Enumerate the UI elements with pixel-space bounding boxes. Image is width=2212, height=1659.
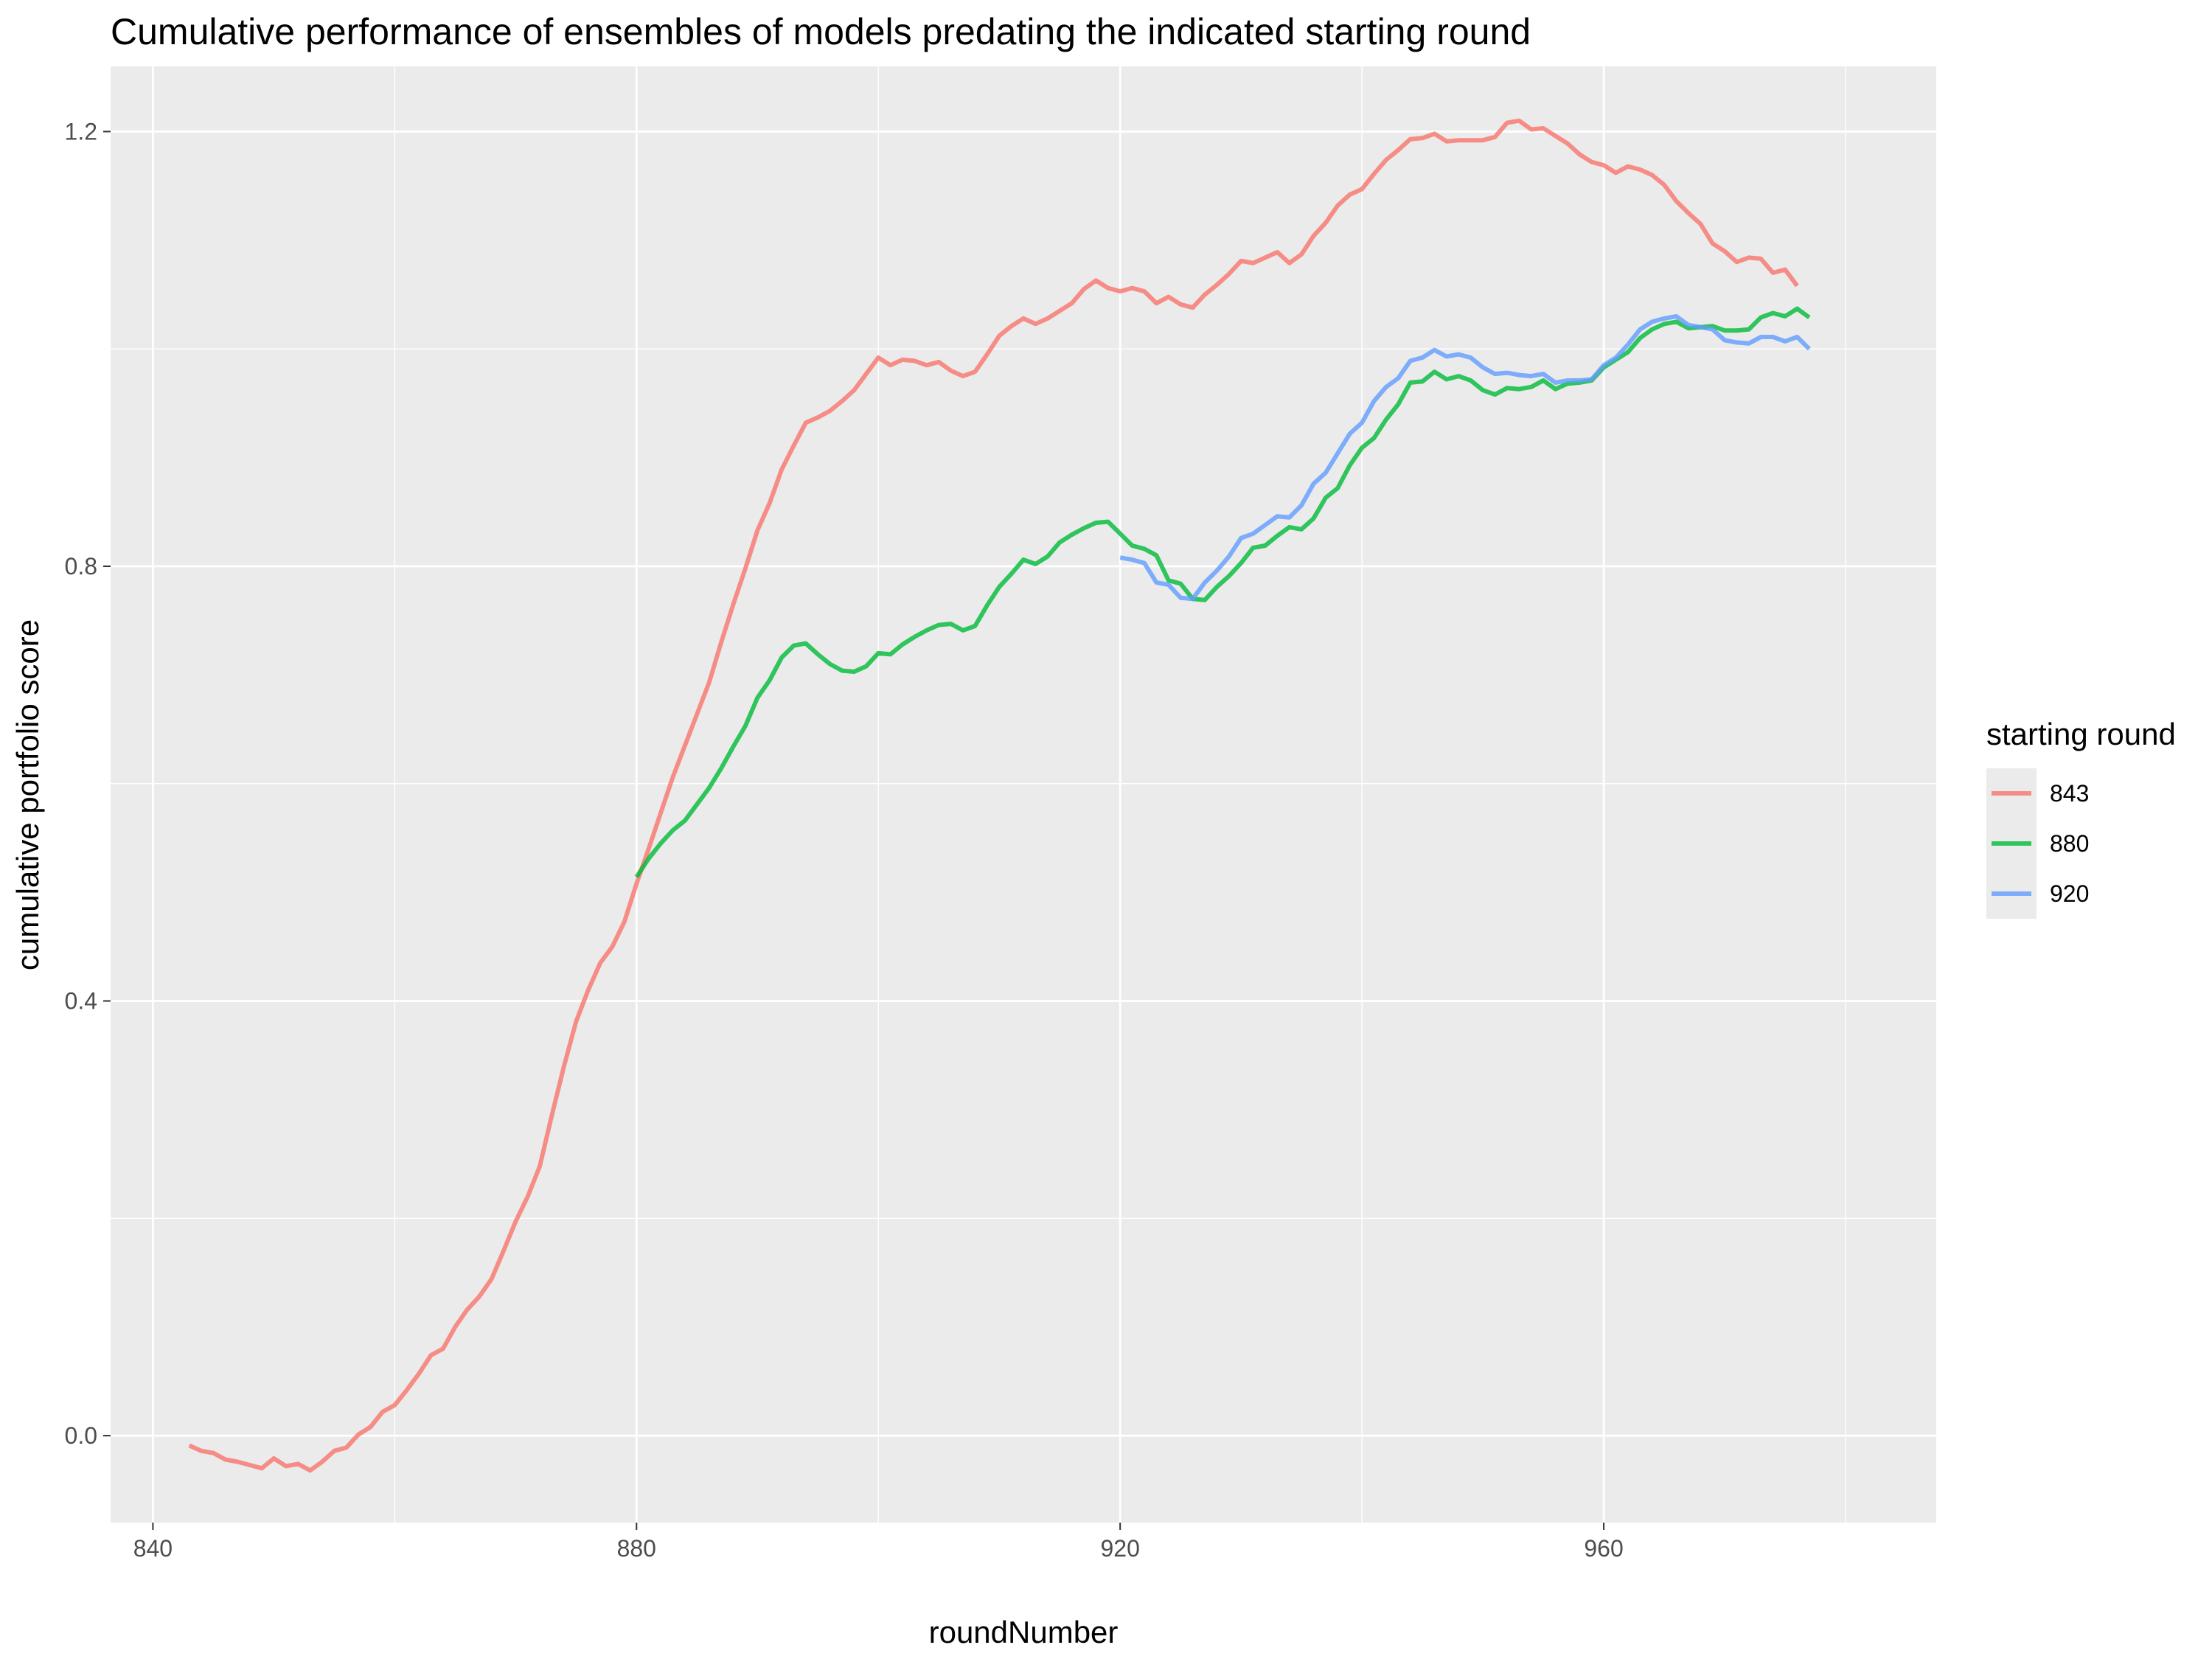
x-tick-label: 920 bbox=[1100, 1535, 1139, 1562]
y-axis-title: cumulative portfolio score bbox=[10, 619, 45, 970]
series-line-920 bbox=[1119, 314, 1811, 602]
y-tick-label: 1.2 bbox=[65, 118, 97, 145]
series-lines bbox=[188, 118, 1811, 1473]
major-gridlines bbox=[111, 66, 1936, 1523]
x-axis: 840 880 920 960 bbox=[133, 1523, 1624, 1562]
legend-item-920: 920 bbox=[1986, 869, 2089, 919]
chart-title: Cumulative performance of ensembles of m… bbox=[111, 11, 1531, 52]
legend: starting round 843 880 920 bbox=[1986, 717, 2176, 919]
legend-item-843: 843 bbox=[1986, 768, 2089, 818]
y-tick-label: 0.0 bbox=[65, 1422, 97, 1449]
x-axis-title: roundNumber bbox=[929, 1615, 1119, 1649]
legend-item-880: 880 bbox=[1986, 818, 2089, 869]
minor-gridlines bbox=[111, 66, 1936, 1523]
plot-panel bbox=[111, 66, 1936, 1523]
legend-label: 843 bbox=[2050, 780, 2089, 807]
x-tick-label: 840 bbox=[133, 1535, 173, 1562]
y-tick-label: 0.8 bbox=[65, 553, 97, 580]
y-axis: 0.0 0.4 0.8 1.2 bbox=[65, 118, 111, 1449]
legend-title: starting round bbox=[1986, 717, 2176, 751]
legend-label: 920 bbox=[2050, 880, 2089, 907]
y-tick-label: 0.4 bbox=[65, 988, 97, 1015]
x-tick-label: 880 bbox=[617, 1535, 656, 1562]
legend-label: 880 bbox=[2050, 830, 2089, 857]
series-line-843 bbox=[188, 118, 1799, 1473]
x-tick-label: 960 bbox=[1584, 1535, 1623, 1562]
